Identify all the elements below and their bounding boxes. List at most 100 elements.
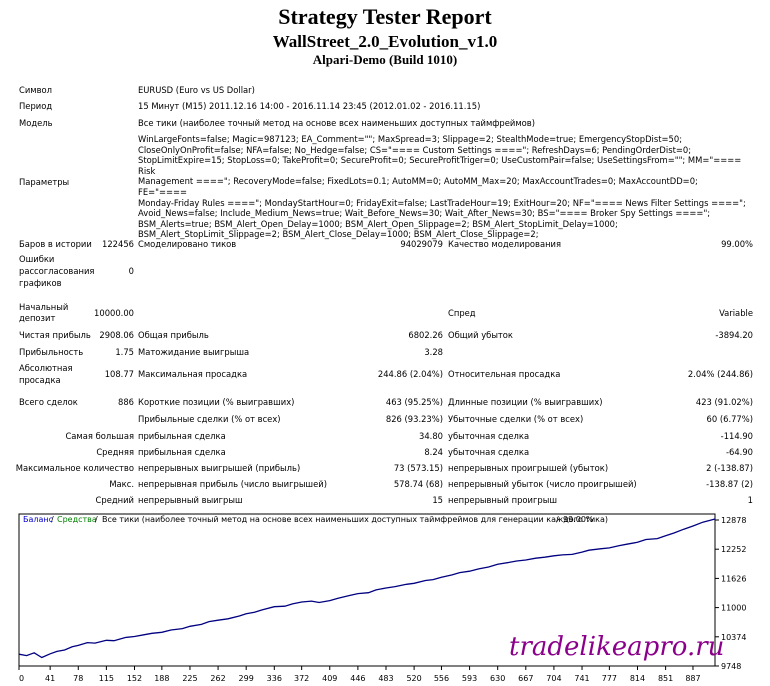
deposit-label-2: депозит [19,313,56,323]
long-pos-label: Длинные позиции (% выигравших) [448,397,603,407]
average-loss-value: -64.90 [726,447,753,457]
x-tick-label: 409 [322,674,337,683]
x-tick-label: 372 [294,674,309,683]
symbol-value: EURUSD (Euro vs US Dollar) [138,85,255,95]
max-consec-losses-value: 2 (-138.87) [706,463,753,473]
x-tick-label: 41 [45,674,55,683]
largest-profit-value: 34.80 [419,431,443,441]
profit-trades-value: 826 (93.23%) [385,414,443,424]
y-axis-ticks: 12878 12252 11626 11000 10374 9748 [715,516,746,671]
rel-dd-value: 2.04% (244.86) [687,369,753,379]
x-tick-label: 262 [210,674,225,683]
symbol-label: Символ [19,85,53,95]
average-label: Средняя [96,447,134,457]
x-tick-label: 630 [490,674,505,683]
average-profit-label: прибыльная сделка [138,447,226,457]
x-tick-label: 78 [73,674,83,683]
ea-name: WallStreet_2.0_Evolution_v1.0 [272,32,498,51]
params-line: BSM_Alert_StopLimit_Slippage=2; BSM_Aler… [138,229,539,240]
avg-consec-losses-label: непрерывный проигрыш [448,495,557,505]
max-consec-profit-label: Макс. [109,479,134,489]
params-line: Monday-Friday Rules ===="; MondayStartHo… [138,197,746,208]
expected-payoff-label: Матожидание выигрыша [138,347,250,357]
chart-legend: Баланс / Средства / Все тики (наиболее т… [23,515,608,524]
model-value: Все тики (наиболее точный метод на основ… [138,118,535,128]
x-tick-label: 851 [658,674,673,683]
errors-value: 0 [128,266,134,276]
x-tick-label: 225 [182,674,197,683]
short-pos-label: Короткие позиции (% выигравших) [138,397,295,407]
legend-equity: Средства [57,515,97,524]
ticks-value: 94029079 [400,239,443,249]
loss-trades-label: Убыточные сделки (% от всех) [448,414,584,424]
x-tick-label: 115 [99,674,114,683]
y-tick-label: 10374 [721,633,746,642]
avg-consec-wins-value: 15 [432,495,443,505]
x-tick-label: 704 [546,674,561,683]
max-consec-loss-label: непрерывный убыток (число проигрышей) [448,479,637,489]
x-tick-label: 741 [574,674,589,683]
x-tick-label: 336 [267,674,282,683]
max-dd-value: 244.86 (2.04%) [377,369,443,379]
x-tick-label: 520 [406,674,421,683]
total-trades-value: 886 [118,397,134,407]
largest-profit-label: прибыльная сделка [138,431,226,441]
short-pos-value: 463 (95.25%) [385,397,443,407]
x-tick-label: 556 [434,674,449,683]
max-dd-label: Максимальная просадка [138,369,248,379]
x-tick-label: 152 [127,674,142,683]
avg-consec-wins-label: непрерывный выигрыш [138,495,243,505]
avg-consec-label: Средний [95,495,134,505]
y-tick-label: 12878 [721,516,746,525]
profit-factor-label: Прибыльность [19,347,84,357]
x-tick-label: 777 [602,674,617,683]
spread-label: Спред [448,308,476,318]
y-tick-label: 9748 [721,662,741,671]
largest-loss-label: убыточная сделка [448,431,530,441]
net-profit-label: Чистая прибыль [19,330,91,340]
period-value: 15 Минут (M15) 2011.12.16 14:00 - 2016.1… [138,101,481,111]
y-tick-label: 12252 [721,545,746,554]
x-tick-label: 483 [378,674,393,683]
max-consec-loss-value: -138.87 (2) [706,479,753,489]
balance-series-line [18,518,716,659]
y-tick-label: 11000 [721,604,746,613]
errors-label-3: графиков [19,278,62,288]
gross-profit-value: 6802.26 [408,330,443,340]
x-tick-label: 446 [350,674,365,683]
x-tick-label: 814 [630,674,645,683]
rel-dd-label: Относительная просадка [448,369,561,379]
abs-dd-value: 108.77 [104,369,134,379]
x-tick-label: 188 [154,674,169,683]
chart-plot-area [18,513,716,667]
legend-sep-1: / [51,515,54,524]
legend-sep-2: / [95,515,98,524]
x-tick-label: 593 [462,674,477,683]
expected-payoff-value: 3.28 [424,347,443,357]
gross-profit-label: Общая прибыль [138,330,209,340]
ticks-label: Смоделировано тиков [138,239,237,249]
profit-factor-value: 1.75 [115,347,134,357]
legend-sep-3: / [556,515,559,524]
y-tick-label: 11626 [721,574,746,583]
quality-label: Качество моделирования [448,239,562,249]
x-tick-label: 0 [19,674,24,683]
legend-balance: Баланс [23,515,53,524]
x-tick-label: 667 [518,674,533,683]
max-consec-wins-value: 73 (573.15) [393,463,443,473]
errors-label-1: Ошибки [19,254,55,264]
legend-desc: Все тики (наиболее точный метод на основ… [102,515,608,524]
model-label: Модель [19,118,53,128]
x-tick-label: 299 [239,674,254,683]
abs-dd-label-2: просадка [19,375,61,385]
errors-label-2: рассогласования [19,266,95,276]
x-tick-label: 887 [685,674,700,683]
legend-quality: 99.00% [563,515,594,524]
watermark-text: tradelikeapro.ru [509,632,724,662]
params-line: WinLargeFonts=false; Magic=987123; EA_Co… [138,134,683,144]
bars-value: 122456 [102,239,134,249]
largest-label: Самая большая [65,431,134,441]
spread-value: Variable [719,308,753,318]
report-title: Strategy Tester Report [278,4,492,29]
params-line: Management ===="; RecoveryMode=false; Fi… [138,176,698,197]
